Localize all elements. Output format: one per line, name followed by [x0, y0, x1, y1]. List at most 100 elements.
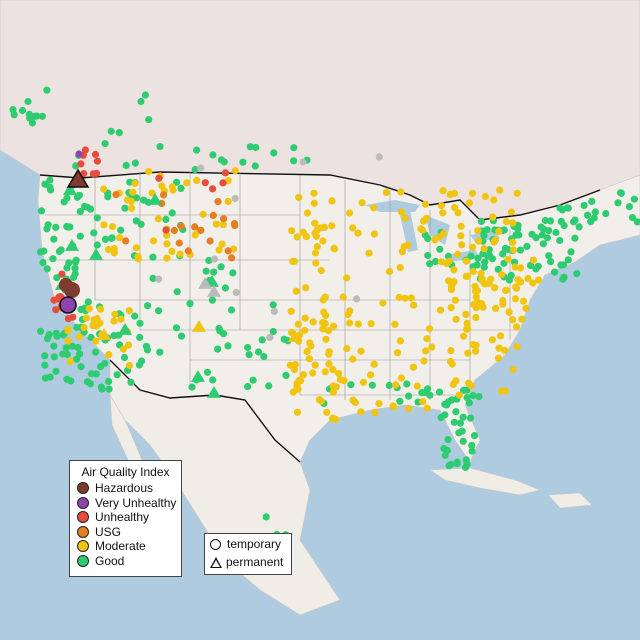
station-marker — [299, 371, 308, 379]
station-marker — [539, 225, 547, 233]
station-marker — [422, 347, 430, 355]
station-marker — [495, 344, 503, 352]
station-marker — [375, 400, 383, 408]
station-marker — [183, 179, 191, 187]
station-marker — [297, 377, 305, 385]
station-marker — [328, 197, 336, 205]
station-marker — [472, 293, 480, 301]
station-marker — [501, 387, 509, 395]
station-marker — [396, 337, 404, 345]
station-marker — [59, 331, 67, 339]
station-marker — [346, 307, 354, 315]
station-marker — [349, 224, 357, 232]
station-marker — [325, 360, 333, 368]
station-marker — [98, 385, 106, 393]
legend-item-label: permanent — [226, 555, 284, 569]
station-marker — [294, 320, 302, 328]
station-marker — [209, 185, 217, 193]
station-marker — [464, 349, 472, 357]
station-marker — [76, 350, 84, 358]
station-marker — [210, 255, 219, 263]
station-marker — [403, 380, 411, 388]
station-marker — [244, 343, 252, 352]
station-marker — [452, 315, 460, 323]
station-marker — [456, 419, 464, 427]
station-marker — [64, 223, 72, 231]
station-marker — [470, 432, 479, 440]
station-marker — [220, 215, 228, 223]
station-marker — [463, 460, 471, 468]
station-marker — [312, 259, 320, 267]
aqi-legend: Air Quality Index Hazardous Very Unhealt… — [69, 460, 182, 577]
usg-swatch — [77, 525, 89, 538]
station-marker — [454, 250, 462, 258]
station-marker — [75, 333, 83, 341]
station-marker — [410, 301, 418, 309]
station-marker — [155, 307, 163, 315]
station-marker — [467, 252, 475, 260]
station-marker — [31, 112, 39, 120]
station-marker — [93, 241, 101, 249]
station-marker — [424, 251, 432, 260]
station-marker — [343, 344, 351, 353]
station-marker — [258, 336, 266, 344]
station-marker — [176, 250, 184, 258]
station-marker — [523, 242, 531, 250]
station-marker — [465, 399, 473, 407]
station-marker — [303, 347, 311, 356]
station-marker — [43, 265, 51, 273]
station-marker — [197, 164, 205, 172]
monitoring-stations — [9, 86, 640, 544]
station-marker — [306, 339, 314, 347]
station-marker — [492, 304, 500, 312]
permanent-station-marker — [198, 277, 212, 289]
station-marker — [462, 310, 470, 318]
station-marker — [125, 307, 133, 315]
station-marker — [295, 193, 303, 201]
station-marker — [472, 313, 480, 322]
station-marker — [245, 351, 253, 359]
station-marker — [475, 237, 483, 245]
station-marker — [483, 226, 491, 234]
station-marker — [468, 189, 476, 197]
station-marker — [472, 347, 480, 355]
station-marker — [500, 226, 508, 234]
station-marker — [443, 446, 451, 454]
station-marker — [168, 183, 176, 191]
station-marker — [209, 376, 217, 384]
station-marker — [435, 233, 444, 241]
station-marker — [290, 257, 299, 265]
station-marker — [224, 247, 232, 255]
station-marker — [163, 240, 171, 248]
station-marker — [543, 234, 552, 242]
station-marker — [41, 180, 49, 188]
station-marker — [393, 349, 402, 357]
station-marker — [357, 347, 365, 355]
station-marker — [293, 408, 302, 416]
station-marker — [218, 240, 226, 248]
station-marker — [539, 240, 548, 248]
station-marker — [269, 327, 277, 336]
station-marker — [516, 246, 525, 254]
station-marker — [145, 168, 153, 176]
station-marker — [584, 211, 592, 219]
station-marker — [310, 189, 318, 197]
station-marker — [191, 231, 199, 239]
legend-item-very-unhealthy: Very Unhealthy — [70, 496, 181, 511]
station-marker — [560, 273, 568, 281]
station-marker — [346, 209, 354, 217]
station-marker — [445, 277, 453, 285]
permanent-station-marker — [207, 285, 221, 297]
station-marker — [405, 405, 413, 413]
station-marker — [450, 189, 459, 197]
legend-item-temporary: temporary — [205, 536, 291, 552]
station-marker — [160, 191, 168, 199]
station-marker — [224, 197, 232, 206]
station-marker — [389, 402, 397, 410]
legend-item-label: Good — [95, 553, 125, 568]
station-marker — [24, 97, 32, 106]
station-marker — [125, 361, 133, 370]
station-marker — [551, 268, 559, 276]
station-marker — [117, 315, 125, 323]
